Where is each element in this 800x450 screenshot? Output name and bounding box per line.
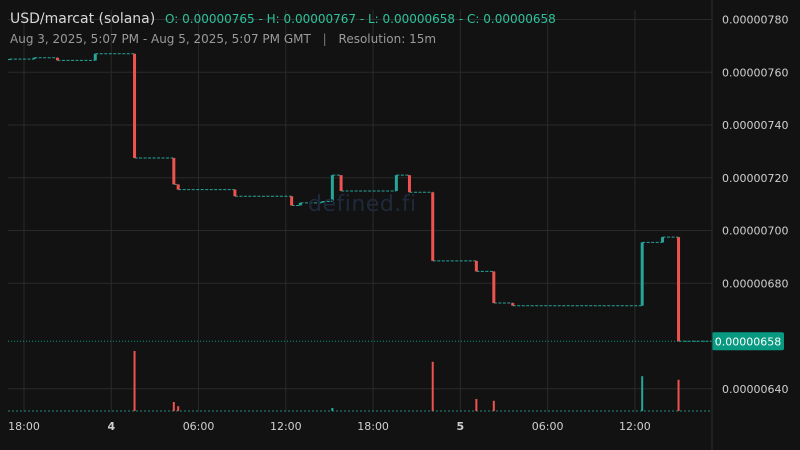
chart-header: USD/marcat (solana) O: 0.00000765 - H: 0…	[10, 10, 556, 48]
x-tick-label: 18:00	[357, 420, 389, 433]
resolution: Resolution: 15m	[338, 32, 437, 46]
x-tick-label: 18:00	[8, 420, 40, 433]
candle-body	[320, 201, 324, 203]
last-price-line: 0.00000658	[8, 332, 784, 351]
x-tick-label: 4	[107, 420, 115, 433]
candle-body	[640, 242, 644, 306]
candle-body	[176, 184, 180, 190]
x-tick-label: 06:00	[532, 420, 564, 433]
volume-bar	[431, 361, 434, 411]
grid-lines	[8, 10, 712, 412]
candle-body	[290, 196, 294, 206]
candle-body	[7, 59, 11, 61]
volume-bar	[492, 400, 495, 411]
volume-bar	[133, 351, 136, 411]
volume-bar	[641, 376, 644, 411]
x-tick-label: 5	[457, 420, 465, 433]
candle-body	[492, 271, 496, 304]
candle-body	[394, 175, 398, 191]
candle-body	[474, 260, 478, 272]
time-range: Aug 3, 2025, 5:07 PM - Aug 5, 2025, 5:07…	[10, 32, 311, 46]
candle-body	[298, 202, 302, 206]
volume-bar	[172, 402, 175, 411]
candle-body	[431, 192, 435, 261]
y-tick-label: 0.00000680	[722, 277, 788, 290]
volume-bars	[8, 351, 712, 412]
x-tick-label: 12:00	[619, 420, 651, 433]
y-tick-label: 0.00000760	[722, 66, 788, 79]
x-tick-label: 12:00	[270, 420, 302, 433]
candle-body	[677, 237, 681, 342]
candle-bodies	[7, 53, 681, 342]
candle-body	[233, 189, 237, 197]
y-tick-label: 0.00000740	[722, 119, 788, 132]
candle-body	[32, 57, 36, 60]
y-tick-label: 0.00000720	[722, 172, 788, 185]
separator: |	[322, 32, 327, 46]
candle-body	[407, 175, 411, 193]
volume-bar	[331, 408, 334, 411]
volume-bar	[677, 379, 680, 411]
y-tick-label: 0.00000780	[722, 13, 788, 26]
candle-body	[330, 175, 334, 202]
candle-body	[661, 237, 665, 243]
candle-body	[511, 303, 515, 306]
volume-bar	[177, 406, 180, 411]
x-axis-ticks: 18:00 4 06:00 12:00 18:00 5 06:00 12:00	[8, 420, 651, 433]
price-axis: 0.00000780 0.00000760 0.00000740 0.00000720…	[711, 0, 788, 450]
pair-symbol: USD/marcat (solana)	[10, 11, 156, 27]
candle-body	[93, 53, 97, 61]
candle-body	[55, 57, 59, 61]
last-price-label: 0.00000658	[715, 335, 781, 348]
candle-body	[339, 175, 343, 191]
candle-body	[172, 157, 176, 185]
watermark-logo: defined.fi	[308, 192, 417, 217]
last-price-badge	[712, 332, 784, 351]
y-tick-label: 0.00000700	[722, 225, 788, 238]
volume-bar	[475, 399, 478, 411]
ohlc-values: O: 0.00000765 - H: 0.00000767 - L: 0.000…	[165, 12, 556, 26]
y-tick-label: 0.00000640	[722, 383, 788, 396]
candle-body	[133, 53, 137, 158]
x-tick-label: 06:00	[183, 420, 215, 433]
